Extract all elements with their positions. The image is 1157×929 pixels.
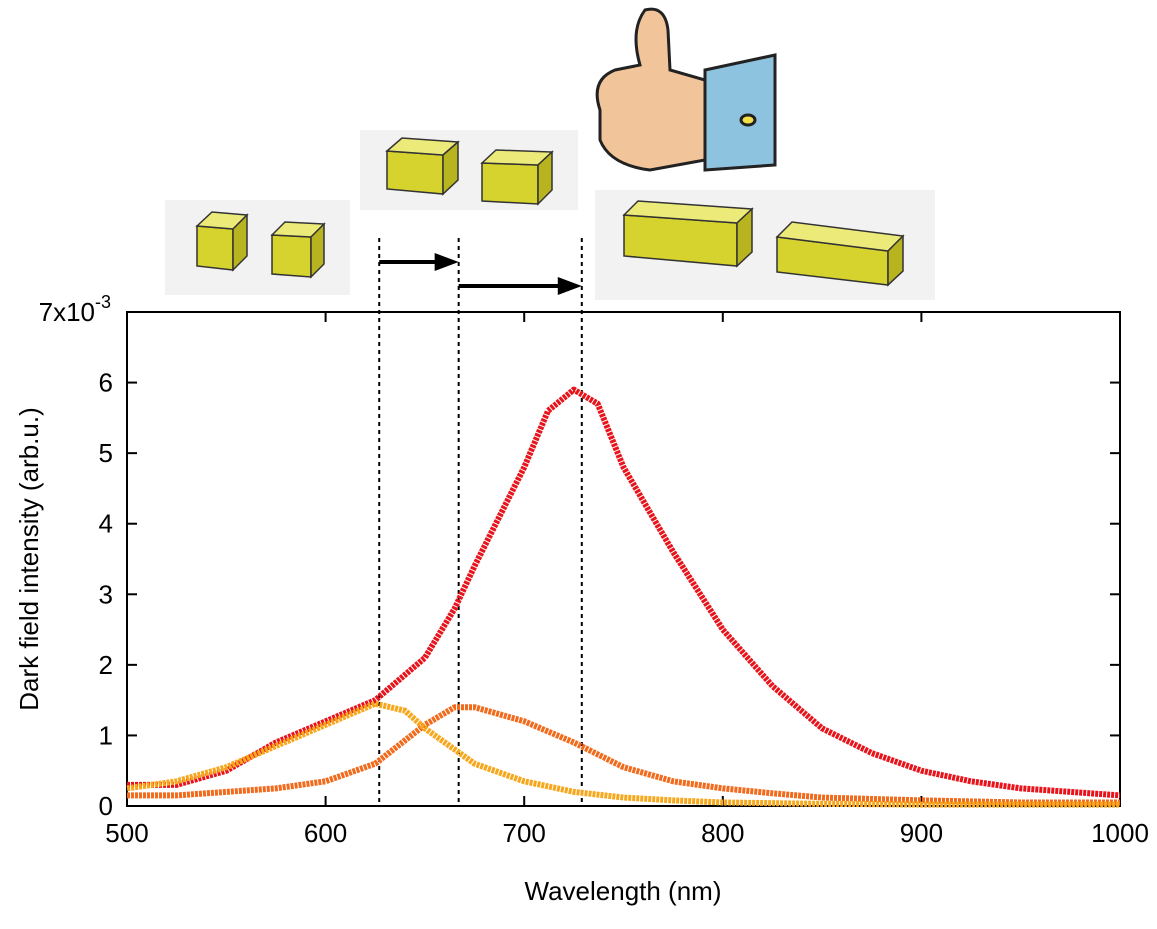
y-tick-label: 0	[99, 791, 113, 821]
y-tick-label: 3	[99, 579, 113, 609]
chart: Wavelength (nm) Dark field intensity (ar…	[0, 0, 1157, 924]
x-tick-label: 700	[503, 818, 546, 848]
y-tick-label-text: 7x10	[39, 297, 95, 327]
data-line	[127, 390, 1120, 796]
y-tick-label: 2	[99, 650, 113, 680]
x-tick-label: 800	[701, 818, 744, 848]
y-tick-label: 4	[99, 509, 113, 539]
y-tick-label: 1	[99, 720, 113, 750]
plot-frame	[127, 312, 1120, 806]
data-line	[127, 707, 1120, 802]
x-tick-label: 500	[105, 818, 148, 848]
x-axis-label: Wavelength (nm)	[525, 876, 722, 906]
y-tick-label: 6	[99, 368, 113, 398]
x-tick-label: 1000	[1091, 818, 1149, 848]
x-tick-label: 900	[900, 818, 943, 848]
arrow-head	[558, 277, 582, 295]
y-tick-exponent: -3	[95, 292, 111, 312]
y-axis-label: Dark field intensity (arb.u.)	[14, 407, 44, 710]
illustration	[165, 9, 935, 300]
thumbs-up	[597, 9, 775, 170]
y-tick-label: 7x10	[39, 297, 95, 327]
x-tick-label: 600	[304, 818, 347, 848]
arrow-head	[435, 253, 459, 271]
y-tick-label: 5	[99, 438, 113, 468]
